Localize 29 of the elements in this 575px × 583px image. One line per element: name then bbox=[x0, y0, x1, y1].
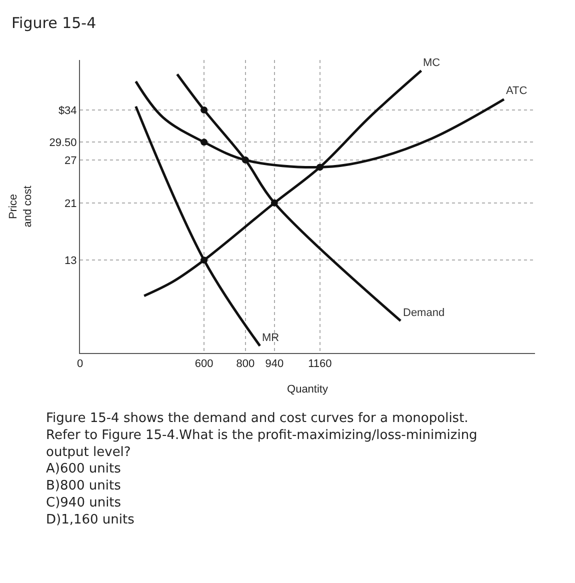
y-tick-label: 13 bbox=[64, 254, 77, 267]
x-axis-title: Quantity bbox=[287, 383, 328, 396]
caption: Figure 15-4 shows the demand and cost curves for a monopolist. bbox=[46, 411, 468, 426]
point bbox=[242, 156, 249, 164]
series-label: MC bbox=[423, 57, 440, 69]
y-axis-title: Price and cost bbox=[8, 186, 34, 228]
x-tick-label: 600 bbox=[194, 358, 214, 370]
text: A)600 units bbox=[46, 462, 122, 477]
text: B)800 units bbox=[46, 478, 122, 494]
series-label: ATC bbox=[506, 85, 528, 97]
series-label: Demand bbox=[403, 307, 445, 319]
point bbox=[200, 138, 208, 146]
text: Refer to Figure 15-4.What is the profit-maximizing/loss-minimizing output level? bbox=[46, 428, 478, 460]
text: D)1,160 units bbox=[46, 512, 135, 528]
point bbox=[200, 106, 208, 114]
x-tick-label: 0 bbox=[76, 358, 84, 370]
y-tick-label: 21 bbox=[64, 198, 77, 210]
point bbox=[316, 164, 324, 171]
text: C)940 units bbox=[46, 496, 122, 510]
point bbox=[270, 199, 278, 206]
chart-title: Figure 15-4 bbox=[12, 14, 96, 32]
x-tick-label: 800 bbox=[236, 358, 255, 370]
point bbox=[200, 256, 208, 264]
x-tick-label: 1160 bbox=[308, 358, 332, 370]
series-label: MR bbox=[262, 332, 280, 344]
y-tick-label: 29.50 bbox=[49, 137, 77, 150]
y-tick-label: $34 bbox=[58, 104, 77, 117]
x-tick-label: 940 bbox=[265, 358, 284, 370]
y-tick-label: 27 bbox=[64, 154, 77, 167]
